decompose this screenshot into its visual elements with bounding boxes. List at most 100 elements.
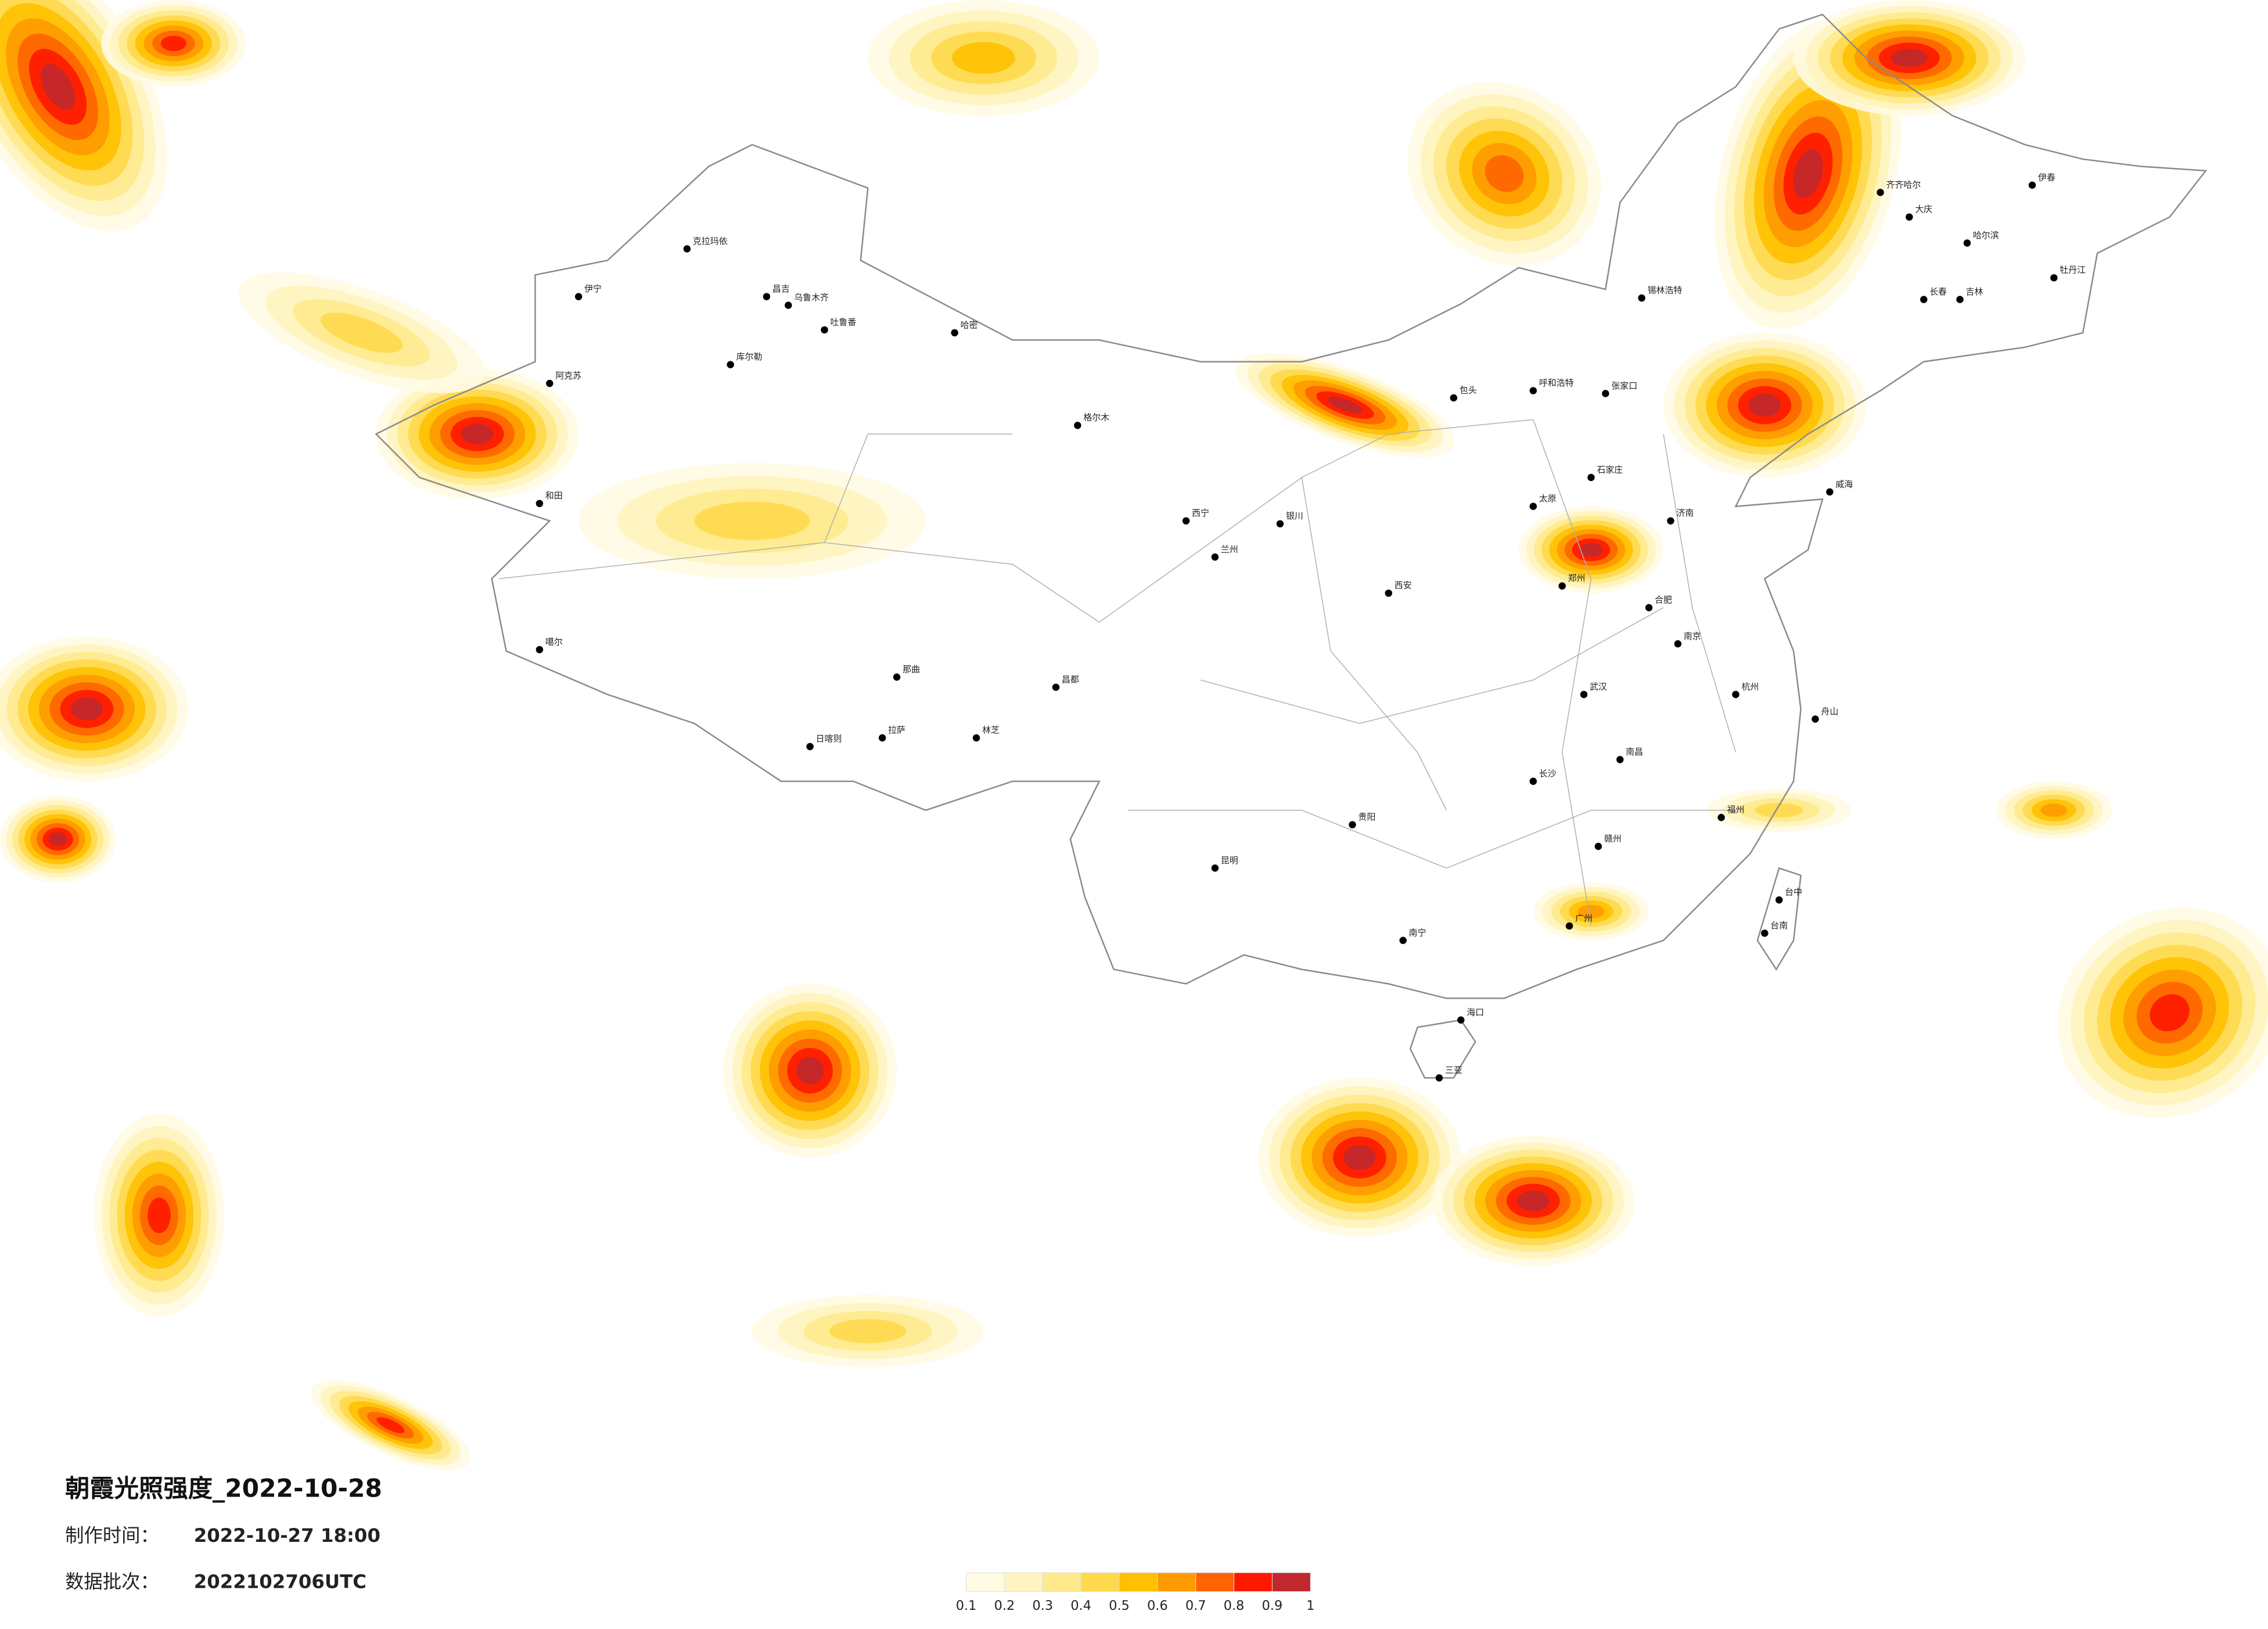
city-label: 赣州 bbox=[1604, 833, 1622, 844]
city-dot bbox=[1811, 715, 1819, 723]
legend-swatch bbox=[1004, 1572, 1043, 1592]
data-batch-label: 数据批次： bbox=[65, 1571, 159, 1593]
city-label: 林芝 bbox=[982, 725, 1000, 735]
city-dot bbox=[1211, 553, 1219, 561]
city-dot bbox=[1558, 582, 1566, 590]
glow-patch bbox=[694, 501, 810, 540]
glow-field bbox=[0, 0, 2268, 1470]
city-label: 合肥 bbox=[1655, 595, 1672, 605]
city-label: 格尔木 bbox=[1083, 412, 1109, 423]
legend-tick-label: 0.2 bbox=[994, 1598, 1015, 1613]
city-dot bbox=[727, 361, 734, 368]
legend-tick-label: 0.4 bbox=[1070, 1598, 1091, 1613]
city-label: 三亚 bbox=[1445, 1065, 1462, 1075]
city-label: 张家口 bbox=[1611, 381, 1637, 391]
legend-tick-label: 0.1 bbox=[956, 1598, 977, 1613]
city-label: 郑州 bbox=[1568, 573, 1586, 583]
city-dot bbox=[1717, 813, 1725, 821]
city-dot bbox=[1616, 756, 1624, 763]
city-label: 西宁 bbox=[1192, 508, 1209, 518]
legend-swatch bbox=[1119, 1572, 1158, 1592]
glow-patch bbox=[1748, 393, 1781, 417]
city-label: 拉萨 bbox=[888, 725, 905, 735]
city-dot bbox=[1645, 604, 1653, 612]
legend-swatch bbox=[1271, 1572, 1311, 1592]
city-label: 台南 bbox=[1770, 920, 1788, 931]
city-label: 大庆 bbox=[1915, 204, 1932, 214]
city-dot bbox=[1052, 683, 1060, 691]
city-dot bbox=[1211, 864, 1219, 872]
glow-patch bbox=[40, 64, 76, 110]
city-label: 呼和浩特 bbox=[1539, 378, 1574, 388]
city-label: 那曲 bbox=[903, 664, 920, 674]
color-legend: 0.1 0.2 0.3 0.4 0.5 0.6 0.7 0.8 0.9 1 bbox=[956, 1572, 1314, 1613]
city-dot bbox=[1906, 213, 1913, 221]
legend-swatch bbox=[1195, 1572, 1235, 1592]
city-dot bbox=[1529, 387, 1537, 394]
city-dot bbox=[1594, 842, 1602, 851]
city-label: 昌吉 bbox=[772, 284, 790, 294]
glow-patch bbox=[70, 697, 103, 720]
city-label: 南宁 bbox=[1409, 927, 1426, 938]
glow-patch bbox=[461, 424, 494, 444]
city-dot bbox=[1761, 930, 1769, 937]
city-dot bbox=[683, 245, 691, 253]
glow-patch bbox=[952, 42, 1015, 74]
city-label: 西安 bbox=[1394, 580, 1412, 591]
legend-tick-label: 0.5 bbox=[1109, 1598, 1130, 1613]
city-dot bbox=[2028, 181, 2036, 189]
city-dot bbox=[1529, 777, 1537, 785]
city-dot bbox=[1920, 296, 1928, 303]
legend-swatch bbox=[1080, 1572, 1120, 1592]
city-label: 哈密 bbox=[961, 320, 978, 330]
city-dot bbox=[1775, 896, 1783, 904]
glow-patch bbox=[1328, 397, 1363, 414]
city-dot bbox=[1674, 640, 1682, 648]
glow-patch bbox=[1579, 543, 1603, 557]
city-dot bbox=[1667, 517, 1674, 525]
city-dot bbox=[1602, 390, 1609, 397]
legend-tick-label: 0.7 bbox=[1185, 1598, 1206, 1613]
glow-patch bbox=[796, 1057, 824, 1085]
city-label: 福州 bbox=[1727, 805, 1745, 815]
city-label: 太原 bbox=[1539, 493, 1557, 504]
city-label: 贵阳 bbox=[1358, 812, 1376, 822]
city-label: 吐鲁番 bbox=[831, 317, 857, 327]
data-batch-value: 2022102706UTC bbox=[194, 1571, 366, 1593]
city-label: 长沙 bbox=[1539, 768, 1557, 778]
city-label: 广州 bbox=[1575, 913, 1593, 923]
city-dot bbox=[2050, 274, 2058, 282]
city-dot bbox=[1435, 1074, 1443, 1082]
city-label: 昆明 bbox=[1221, 855, 1238, 866]
city-label: 兰州 bbox=[1221, 544, 1238, 554]
city-label: 海口 bbox=[1467, 1007, 1484, 1017]
city-label: 台中 bbox=[1785, 887, 1802, 898]
city-dot bbox=[1580, 691, 1588, 698]
legend-tick-label: 0.6 bbox=[1147, 1598, 1168, 1613]
glow-patch bbox=[1793, 149, 1823, 199]
city-label: 锡林浩特 bbox=[1648, 285, 1683, 296]
city-dot bbox=[1732, 691, 1739, 698]
city-label: 伊宁 bbox=[584, 284, 602, 294]
city-dot bbox=[806, 742, 814, 751]
city-label: 日喀则 bbox=[816, 734, 842, 744]
city-dot bbox=[1074, 421, 1081, 429]
glow-patch bbox=[320, 313, 403, 353]
city-dot bbox=[1638, 294, 1645, 302]
glow-patch bbox=[48, 832, 67, 846]
city-dot bbox=[535, 645, 544, 654]
legend-tick-label: 0.3 bbox=[1033, 1598, 1054, 1613]
city-label: 伊春 bbox=[2038, 172, 2055, 182]
city-dot bbox=[1450, 394, 1458, 402]
glow-patch bbox=[1577, 905, 1605, 918]
city-label: 齐齐哈尔 bbox=[1886, 180, 1921, 190]
city-dot bbox=[763, 293, 771, 300]
glow-patch bbox=[1755, 803, 1803, 818]
glow-patch bbox=[1517, 1190, 1550, 1211]
legend-tick-label: 0.8 bbox=[1224, 1598, 1245, 1613]
city-label: 哈尔滨 bbox=[1973, 230, 1999, 241]
city-dot bbox=[878, 734, 886, 742]
city-dot bbox=[972, 734, 980, 742]
production-time-label: 制作时间： bbox=[65, 1524, 159, 1547]
